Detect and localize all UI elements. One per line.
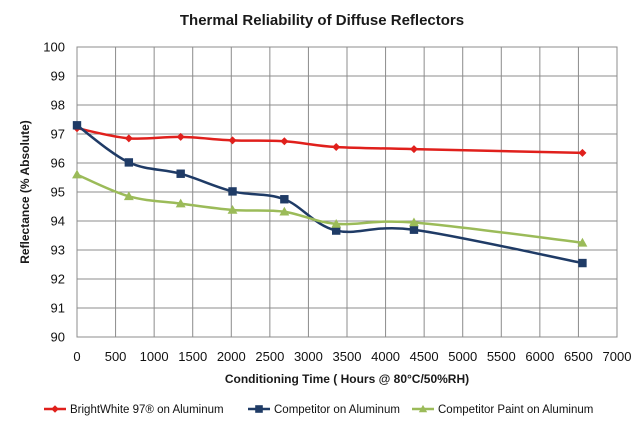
y-tick-label: 97 bbox=[51, 127, 65, 142]
y-tick-label: 94 bbox=[51, 214, 65, 229]
chart-title: Thermal Reliability of Diffuse Reflector… bbox=[180, 12, 464, 29]
data-point-marker bbox=[332, 143, 341, 152]
data-point-marker bbox=[228, 136, 237, 145]
x-tick-label: 5000 bbox=[448, 349, 477, 364]
y-axis-ticks: 90 91 92 93 94 95 96 97 98 99 100 bbox=[43, 40, 65, 345]
series-triangle bbox=[72, 169, 588, 247]
series-line bbox=[76, 126, 583, 155]
x-tick-label: 1500 bbox=[178, 349, 207, 364]
data-point-marker bbox=[124, 134, 133, 143]
x-tick-label: 2000 bbox=[217, 349, 246, 364]
data-point-marker bbox=[409, 217, 419, 227]
series-line bbox=[76, 173, 583, 244]
x-tick-label: 500 bbox=[105, 349, 127, 364]
legend-label: Competitor on Aluminum bbox=[274, 404, 400, 416]
x-tick-label: 3500 bbox=[333, 349, 362, 364]
y-tick-label: 92 bbox=[51, 272, 65, 287]
y-tick-label: 100 bbox=[43, 40, 65, 55]
data-point-marker bbox=[578, 148, 587, 157]
data-point-marker bbox=[72, 121, 82, 130]
data-point-marker bbox=[227, 205, 238, 214]
data-point-marker bbox=[255, 405, 263, 413]
x-tick-label: 3000 bbox=[294, 349, 323, 364]
x-tick-label: 6500 bbox=[564, 349, 593, 364]
data-point-marker bbox=[577, 237, 588, 247]
x-tick-label: 0 bbox=[73, 349, 80, 364]
y-tick-label: 96 bbox=[51, 156, 65, 171]
legend-item: Competitor Paint on Aluminum bbox=[412, 404, 593, 416]
data-point-marker bbox=[175, 198, 186, 208]
data-point-marker bbox=[409, 145, 418, 154]
x-tick-label: 2500 bbox=[255, 349, 284, 364]
data-point-marker bbox=[123, 191, 134, 201]
x-tick-label: 6000 bbox=[525, 349, 554, 364]
data-point-marker bbox=[332, 226, 341, 235]
data-point-marker bbox=[280, 195, 289, 204]
data-point-marker bbox=[279, 206, 290, 216]
data-point-marker bbox=[51, 405, 59, 413]
series bbox=[72, 121, 588, 268]
legend-label: BrightWhite 97® on Aluminum bbox=[70, 404, 224, 416]
x-tick-label: 4500 bbox=[410, 349, 439, 364]
y-tick-label: 91 bbox=[51, 301, 65, 316]
data-point-marker bbox=[280, 137, 289, 146]
data-point-marker bbox=[418, 404, 428, 413]
plot-area bbox=[76, 46, 618, 338]
y-tick-label: 99 bbox=[51, 69, 65, 84]
data-point-marker bbox=[124, 158, 134, 167]
x-axis-ticks: 0 500 1000 1500 2000 2500 3000 3500 4000 4500 5000… bbox=[73, 349, 631, 364]
x-axis-label: Conditioning Time ( Hours @ 80°C/50%RH) bbox=[225, 372, 469, 386]
legend-item: Competitor on Aluminum bbox=[248, 404, 400, 416]
y-tick-label: 95 bbox=[51, 185, 65, 200]
x-tick-label: 7000 bbox=[603, 349, 632, 364]
data-point-marker bbox=[72, 169, 82, 179]
data-point-marker bbox=[176, 132, 185, 141]
x-tick-label: 5500 bbox=[487, 349, 516, 364]
y-tick-label: 93 bbox=[51, 243, 65, 258]
series-square bbox=[72, 121, 587, 268]
data-point-marker bbox=[176, 169, 185, 178]
data-point-marker bbox=[578, 258, 587, 268]
legend: BrightWhite 97® on Aluminum Competitor on… bbox=[44, 404, 593, 416]
data-point-marker bbox=[331, 218, 342, 228]
x-tick-label: 1000 bbox=[140, 349, 169, 364]
legend-label: Competitor Paint on Aluminum bbox=[438, 404, 593, 416]
x-tick-label: 4000 bbox=[371, 349, 400, 364]
y-axis-label: Reflectance (% Absolute) bbox=[18, 120, 32, 264]
y-tick-label: 98 bbox=[51, 98, 65, 113]
legend-item: BrightWhite 97® on Aluminum bbox=[44, 404, 224, 416]
data-point-marker bbox=[409, 225, 419, 234]
data-point-marker bbox=[228, 187, 237, 196]
y-tick-label: 90 bbox=[51, 330, 65, 345]
